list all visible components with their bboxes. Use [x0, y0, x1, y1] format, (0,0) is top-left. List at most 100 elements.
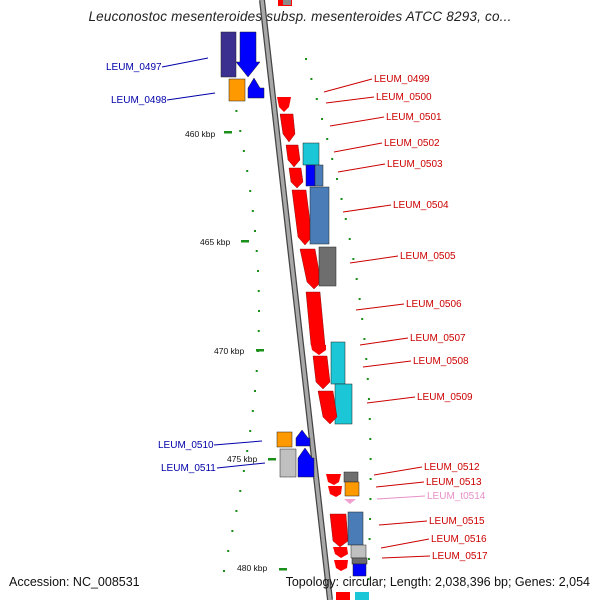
- gene-block-0497-a[interactable]: [220, 31, 237, 78]
- gene-arrow-0503-a[interactable]: [288, 167, 304, 189]
- gene-label[interactable]: LEUM_0501: [386, 112, 442, 123]
- leader-line: [213, 440, 263, 446]
- gene-arrow-0511-b[interactable]: [297, 447, 315, 478]
- genome-info-text: Topology: circular; Length: 2,038,396 bp…: [285, 575, 590, 589]
- scale-dot: [365, 358, 368, 360]
- gene-fragment-top-2[interactable]: [283, 0, 291, 5]
- gene-block-0502[interactable]: [302, 142, 320, 166]
- scale-dot: [227, 550, 230, 552]
- gene-block-0498-a[interactable]: [228, 78, 246, 102]
- gene-label[interactable]: LEUM_0510: [158, 440, 214, 451]
- gene-label[interactable]: LEUM_0517: [432, 551, 488, 562]
- gene-label[interactable]: LEUM_0506: [406, 299, 462, 310]
- gene-label[interactable]: LEUM_0515: [429, 516, 485, 527]
- gene-label[interactable]: LEUM_0500: [376, 92, 432, 103]
- tick-label: 460 kbp: [185, 129, 216, 139]
- gene-arrow-0515[interactable]: [329, 513, 349, 548]
- gene-label[interactable]: LEUM_0512: [424, 462, 480, 473]
- scale-dot: [258, 310, 260, 312]
- gene-label[interactable]: LEUM_0504: [393, 200, 449, 211]
- scale-dot: [361, 318, 364, 320]
- gene-label[interactable]: LEUM_0505: [400, 251, 456, 262]
- gene-arrow-0510-b[interactable]: [295, 429, 311, 447]
- leader-line: [380, 538, 430, 549]
- gene-block-0509-b[interactable]: [334, 383, 353, 425]
- gene-block-0503-c[interactable]: [314, 164, 324, 187]
- scale-dot: [369, 478, 372, 480]
- leader-line: [216, 462, 266, 469]
- gene-block-0503-b[interactable]: [305, 164, 316, 187]
- gene-arrow-0504-a[interactable]: [291, 189, 313, 246]
- gene-label[interactable]: LEUM_0499: [374, 74, 430, 85]
- gene-label[interactable]: LEUM_0509: [417, 392, 473, 403]
- gene-block-0512[interactable]: [343, 471, 359, 483]
- scale-dot: [251, 410, 254, 412]
- scale-dot: [355, 278, 358, 280]
- leader-line: [323, 78, 373, 93]
- gene-arrow-0499[interactable]: [277, 97, 291, 112]
- gene-labels-right: LEUM_0499 LEUM_0500 LEUM_0501 LEUM_0502 LEUM…: [323, 74, 488, 562]
- gene-fragment-bottom-2[interactable]: [355, 592, 369, 600]
- gene-label[interactable]: LEUM_0508: [413, 356, 469, 367]
- scale-dot: [367, 578, 370, 580]
- tick-mark: [241, 240, 249, 243]
- leader-line: [161, 57, 209, 68]
- gene-block-0515-b[interactable]: [347, 511, 364, 546]
- gene-arrow-t0514[interactable]: [344, 499, 356, 504]
- tick-mark: [224, 131, 232, 134]
- gene-block-0505-b[interactable]: [318, 246, 337, 287]
- scale-dot: [249, 430, 252, 432]
- map-title: Leuconostoc mesenteroides subsp. mesente…: [88, 9, 512, 24]
- gene-label[interactable]: LEUM_0513: [426, 477, 482, 488]
- gene-arrow-0498-b[interactable]: [247, 77, 265, 99]
- gene-block-0510-a[interactable]: [276, 431, 293, 448]
- scale-ticks: 460 kbp 465 kbp 470 kbp 475 kbp 480 kbp: [185, 129, 287, 573]
- scale-dot: [223, 570, 225, 572]
- scale-dot: [368, 418, 371, 420]
- gene-arrow-0516-a[interactable]: [333, 547, 348, 558]
- gene-label[interactable]: LEUM_0511: [161, 463, 216, 474]
- gene-label[interactable]: LEUM_0507: [410, 333, 466, 344]
- gene-arrow-0501[interactable]: [285, 144, 301, 168]
- scale-dot: [253, 230, 256, 232]
- scale-dot: [321, 118, 324, 120]
- scale-dot: [348, 238, 351, 240]
- gene-label[interactable]: LEUM_0503: [387, 159, 443, 170]
- gene-label[interactable]: LEUM_0497: [106, 62, 162, 73]
- tick-mark: [256, 349, 264, 352]
- leader-line: [376, 495, 426, 500]
- gene-block-0504-b[interactable]: [309, 186, 330, 245]
- tick-label: 470 kbp: [214, 346, 245, 356]
- scale-dot: [326, 138, 329, 140]
- gene-label[interactable]: LEUM_0498: [111, 95, 167, 106]
- gene-arrow-0500[interactable]: [279, 113, 296, 143]
- gene-arrow-0497-b[interactable]: [235, 31, 261, 78]
- scale-dot: [366, 378, 369, 380]
- gene-block-0507-b[interactable]: [330, 341, 346, 385]
- leader-line: [349, 255, 399, 264]
- gene-label[interactable]: LEUM_0516: [431, 534, 487, 545]
- gene-arrow-0508[interactable]: [312, 355, 331, 390]
- gene-block-0513-b[interactable]: [344, 481, 360, 497]
- scale-dot: [369, 458, 372, 460]
- gene-arrow-0512-a[interactable]: [326, 474, 341, 485]
- gene-arrow-0507-a[interactable]: [311, 345, 326, 355]
- gene-block-0517-b[interactable]: [352, 563, 367, 577]
- gene-arrow-0513-a[interactable]: [328, 486, 342, 497]
- gene-block-0516[interactable]: [350, 544, 367, 559]
- gene-arrow-0517[interactable]: [334, 560, 348, 571]
- scale-dot: [251, 210, 254, 212]
- gene-label[interactable]: LEUM_0502: [384, 138, 440, 149]
- gene-arrow-0506[interactable]: [305, 291, 326, 354]
- scale-dot: [335, 178, 338, 180]
- gene-arrow-0505-a[interactable]: [299, 248, 322, 290]
- scale-dot: [257, 290, 260, 292]
- gene-label[interactable]: LEUM_t0514: [427, 491, 486, 502]
- scale-dot: [242, 470, 245, 472]
- gene-block-0511-a[interactable]: [279, 448, 297, 478]
- gene-fragment-bottom[interactable]: [336, 592, 350, 600]
- gene-arrow-0509-a[interactable]: [317, 390, 338, 425]
- gene-labels-left: LEUM_0497 LEUM_0498 LEUM_0510 LEUM_0511: [106, 57, 266, 474]
- gene-block-0517-a[interactable]: [351, 557, 368, 565]
